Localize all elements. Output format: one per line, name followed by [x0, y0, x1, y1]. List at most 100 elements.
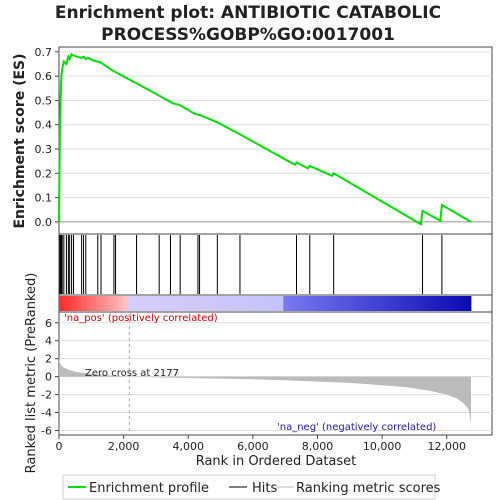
- rank-bar-segment: [329, 296, 335, 311]
- rank-bar-segment: [301, 296, 307, 311]
- es-plot-frame: [58, 46, 493, 235]
- rank-bar-segment: [178, 296, 183, 311]
- na-pos-label: 'na_pos' (positively correlated): [64, 313, 218, 324]
- es-grid: [59, 51, 492, 223]
- rank-bar-segment: [113, 296, 119, 311]
- rank-bar-segment: [434, 296, 440, 311]
- rank-bar-segment: [232, 296, 238, 311]
- rank-bar-segment: [461, 296, 467, 311]
- rank-bar-segment: [292, 296, 298, 311]
- rank-bar-segment: [191, 296, 197, 311]
- metric-y-tick-label: 6: [45, 317, 52, 330]
- rank-bar-segment: [384, 296, 389, 311]
- rank-bar-segment: [448, 296, 454, 311]
- chart-title-line-2: PROCESS%GOBP%GO:0017001: [101, 25, 395, 45]
- rank-bar-segment: [200, 296, 206, 311]
- rank-bar-segment: [310, 296, 316, 311]
- rank-bar-segment: [219, 296, 225, 311]
- rank-bar-segment: [416, 296, 422, 311]
- rank-bar-segment: [155, 296, 161, 311]
- rank-bar-segment: [388, 296, 394, 311]
- rank-bar-segment: [333, 296, 339, 311]
- metric-x-tick-label: 12,000: [428, 440, 467, 453]
- rank-bar-segment: [168, 296, 174, 311]
- rank-bar-segment: [402, 296, 408, 311]
- metric-x-tick-label: 0: [56, 440, 63, 453]
- rank-bar-segment: [214, 296, 220, 311]
- rank-bar-segment: [429, 296, 435, 311]
- metric-y-tick-label: -4: [41, 407, 52, 420]
- es-y-tick-label: 0.4: [35, 119, 53, 132]
- rank-bar-segment: [223, 296, 229, 311]
- es-y-tick-label: 0.6: [35, 70, 53, 83]
- rank-bar-segment: [242, 296, 248, 311]
- metric-x-tick-label: 8,000: [302, 440, 334, 453]
- rank-bar-segment: [187, 296, 193, 311]
- es-y-tick-label: 0.5: [35, 94, 53, 107]
- es-y-tick-label: 0.1: [35, 192, 53, 205]
- rank-bar-segment: [315, 296, 321, 311]
- rank-bar-segment: [95, 296, 101, 311]
- metric-y-axis-label: Ranked list metric (PreRanked): [24, 273, 39, 474]
- rank-bar-segment: [68, 296, 74, 311]
- rank-bar-segment: [159, 296, 165, 311]
- rank-bar-segment: [324, 296, 330, 311]
- rank-bar-segment: [210, 296, 216, 311]
- es-panel: 0.0 0.1 0.2 0.3 0.4 0.5 0.6 0.7 Enrichment scor…: [12, 46, 493, 235]
- metric-y-tick-label: -6: [41, 425, 52, 438]
- rank-bar-segment: [205, 296, 211, 311]
- rank-bar-segment: [393, 296, 399, 311]
- rank-bar-panel: [58, 294, 493, 313]
- metric-y-tick-label: -2: [41, 389, 52, 402]
- es-y-tick-label: 0.7: [35, 46, 53, 59]
- rank-bar-segment: [86, 296, 92, 311]
- rank-bar-segment: [443, 296, 449, 311]
- rank-bar-segment: [342, 296, 348, 311]
- hits-plot-frame: [58, 233, 493, 296]
- metric-x-ticks: 0 2,000 4,000 6,000 8,000 10,000 12,000: [56, 435, 467, 453]
- rank-bar-segment: [228, 296, 234, 311]
- zero-cross-label: Zero cross at 2177: [85, 368, 179, 379]
- metric-y-tick-label: 0: [45, 371, 52, 384]
- rank-bar-segment: [351, 296, 357, 311]
- rank-bar-segment: [164, 296, 170, 311]
- es-y-axis-label: Enrichment score (ES): [12, 53, 28, 228]
- rank-bar-segment: [306, 296, 312, 311]
- rank-bar-segment: [251, 296, 257, 311]
- rank-bar-segment: [365, 296, 371, 311]
- rank-bar-segment: [287, 296, 293, 311]
- rank-bar-segment: [100, 296, 106, 311]
- metric-x-tick-label: 2,000: [108, 440, 140, 453]
- rank-bar-segment: [132, 296, 138, 311]
- rank-bar-segment: [297, 296, 303, 311]
- rank-bar-segment: [260, 296, 266, 311]
- ranking-metric-area: [59, 358, 471, 431]
- rank-bar-segment: [81, 296, 87, 311]
- rank-bar-segment: [269, 296, 275, 311]
- rank-bar-segment: [361, 296, 367, 311]
- metric-y-tick-label: 2: [45, 353, 52, 366]
- rank-bar-segment: [150, 296, 156, 311]
- rank-bar-segment: [438, 296, 444, 311]
- rank-bar-segment: [370, 296, 376, 311]
- hits-panel: [58, 233, 493, 296]
- chart-title-line-1: Enrichment plot: ANTIBIOTIC CATABOLIC: [55, 3, 441, 23]
- legend-label-ranking-metric: Ranking metric scores: [296, 481, 441, 496]
- rank-bar-segment: [104, 296, 110, 311]
- rank-bar-segment: [72, 296, 78, 311]
- es-y-tick-label: 0.2: [35, 167, 53, 180]
- rank-bar-segment: [347, 296, 353, 311]
- rank-bar-segment: [411, 296, 417, 311]
- hit-lines: [59, 235, 443, 294]
- legend-label-hits: Hits: [252, 481, 277, 496]
- rank-bar-segment: [356, 296, 362, 311]
- metric-grid: [59, 322, 492, 432]
- rank-bar-segment: [425, 296, 431, 311]
- rank-bar-segment: [406, 296, 412, 311]
- rank-bar-segment: [196, 296, 202, 311]
- rank-bar-segment: [63, 296, 69, 311]
- es-y-ticks: 0.0 0.1 0.2 0.3 0.4 0.5 0.6 0.7: [35, 46, 59, 229]
- metric-y-tick-label: 4: [45, 335, 52, 348]
- rank-bar-segment: [255, 296, 261, 311]
